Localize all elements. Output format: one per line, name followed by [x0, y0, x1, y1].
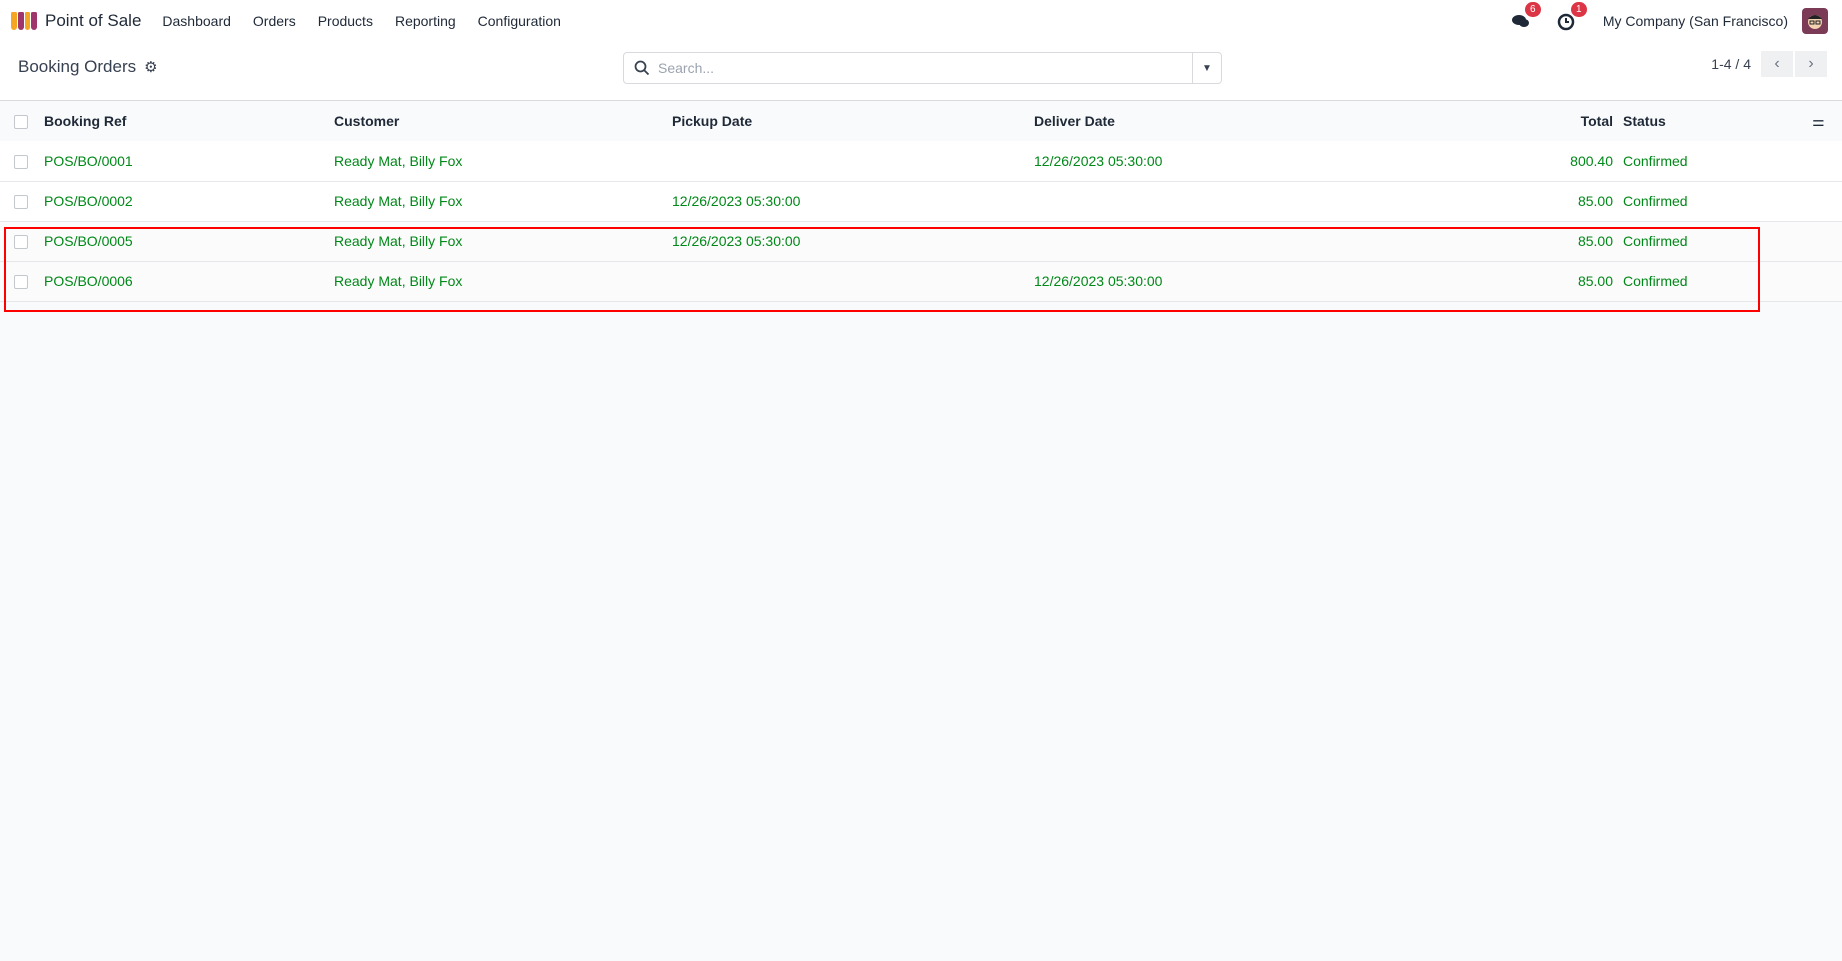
table-row[interactable]: POS/BO/0002 Ready Mat, Billy Fox 12/26/2…: [0, 181, 1842, 222]
chevron-left-icon: ‹: [1774, 55, 1780, 72]
chat-icon: [1511, 14, 1529, 27]
customer: Ready Mat, Billy Fox: [334, 141, 672, 182]
total: 800.40: [1454, 141, 1623, 182]
row-checkbox[interactable]: [14, 154, 28, 169]
header-customer[interactable]: Customer: [334, 101, 672, 141]
status: Confirmed: [1623, 181, 1812, 222]
title-area: Booking Orders ⚙: [18, 41, 158, 93]
status: Confirmed: [1623, 141, 1812, 182]
deliver-date: 12/26/2023 05:30:00: [1034, 141, 1454, 182]
deliver-date: [1034, 221, 1454, 262]
pager-next-button[interactable]: ›: [1795, 51, 1827, 77]
total: 85.00: [1454, 181, 1623, 222]
control-panel: Booking Orders ⚙ Search... ▼ 1-4 / 4 ‹ ›: [0, 41, 1842, 101]
booking-ref[interactable]: POS/BO/0001: [44, 141, 334, 182]
search-bar[interactable]: Search... ▼: [623, 52, 1222, 84]
messages-button[interactable]: 6: [1511, 1, 1541, 31]
search-placeholder: Search...: [658, 60, 715, 76]
booking-orders-table: Booking Ref Customer Pickup Date Deliver…: [0, 101, 1842, 302]
customer: Ready Mat, Billy Fox: [334, 221, 672, 262]
optional-columns-icon[interactable]: ⚌: [1812, 112, 1825, 129]
search-icon: [634, 60, 650, 76]
user-avatar[interactable]: [1802, 7, 1828, 34]
page-title: Booking Orders: [18, 57, 137, 76]
deliver-date: [1034, 181, 1454, 222]
search-input[interactable]: Search...: [624, 53, 1192, 83]
gear-icon[interactable]: ⚙: [144, 59, 158, 76]
header-pickup-date[interactable]: Pickup Date: [672, 101, 1034, 141]
status: Confirmed: [1623, 221, 1812, 262]
menu-dashboard[interactable]: Dashboard: [162, 12, 231, 29]
search-options-toggle[interactable]: ▼: [1192, 53, 1221, 83]
pickup-date: [672, 261, 1034, 302]
messages-badge: 6: [1524, 1, 1541, 17]
customer: Ready Mat, Billy Fox: [334, 261, 672, 302]
table-row[interactable]: POS/BO/0006 Ready Mat, Billy Fox 12/26/2…: [0, 261, 1842, 302]
table-row[interactable]: POS/BO/0001 Ready Mat, Billy Fox 12/26/2…: [0, 141, 1842, 182]
menu-reporting[interactable]: Reporting: [394, 12, 456, 29]
total: 85.00: [1454, 261, 1623, 302]
menu-configuration[interactable]: Configuration: [477, 12, 561, 29]
top-navbar: Point of Sale Dashboard Orders Products …: [0, 0, 1842, 41]
total: 85.00: [1454, 221, 1623, 262]
pager: 1-4 / 4 ‹ ›: [1711, 51, 1827, 77]
menu-orders[interactable]: Orders: [252, 12, 296, 29]
pickup-date: 12/26/2023 05:30:00: [672, 221, 1034, 262]
activities-button[interactable]: 1: [1557, 1, 1587, 31]
header-total[interactable]: Total: [1454, 101, 1623, 141]
row-checkbox[interactable]: [14, 235, 28, 250]
header-status[interactable]: Status: [1623, 101, 1812, 141]
select-all-checkbox[interactable]: [14, 115, 28, 130]
menu-products[interactable]: Products: [317, 12, 373, 29]
pickup-date: [672, 141, 1034, 182]
table-header: Booking Ref Customer Pickup Date Deliver…: [0, 101, 1842, 141]
header-booking-ref[interactable]: Booking Ref: [44, 101, 334, 141]
customer: Ready Mat, Billy Fox: [334, 181, 672, 222]
table-row[interactable]: POS/BO/0005 Ready Mat, Billy Fox 12/26/2…: [0, 221, 1842, 262]
deliver-date: 12/26/2023 05:30:00: [1034, 261, 1454, 302]
clock-icon: [1557, 13, 1575, 30]
pager-value[interactable]: 1-4 / 4: [1711, 56, 1751, 72]
header-deliver-date[interactable]: Deliver Date: [1034, 101, 1454, 141]
chevron-right-icon: ›: [1808, 55, 1814, 72]
row-checkbox[interactable]: [14, 275, 28, 290]
status: Confirmed: [1623, 261, 1812, 302]
pos-logo-icon[interactable]: [11, 11, 37, 30]
caret-down-icon: ▼: [1202, 62, 1212, 74]
row-checkbox[interactable]: [14, 195, 28, 210]
app-name[interactable]: Point of Sale: [45, 10, 142, 30]
booking-ref[interactable]: POS/BO/0006: [44, 261, 334, 302]
activities-badge: 1: [1570, 1, 1587, 17]
booking-ref[interactable]: POS/BO/0005: [44, 221, 334, 262]
booking-ref[interactable]: POS/BO/0002: [44, 181, 334, 222]
pager-previous-button[interactable]: ‹: [1761, 51, 1793, 77]
company-switcher[interactable]: My Company (San Francisco): [1602, 12, 1788, 29]
pickup-date: 12/26/2023 05:30:00: [672, 181, 1034, 222]
